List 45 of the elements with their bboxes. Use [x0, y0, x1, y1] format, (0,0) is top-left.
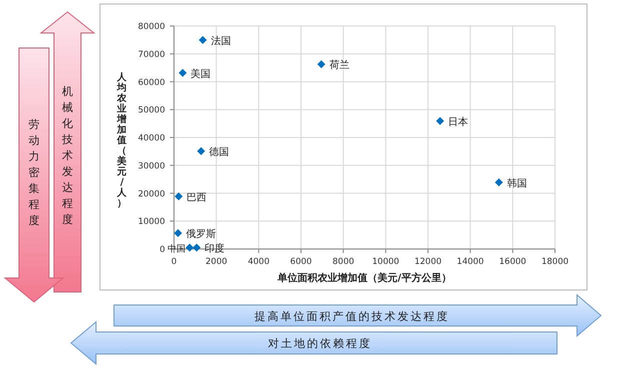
series-label: 巴西 — [186, 192, 207, 204]
series-label: 韩国 — [506, 177, 527, 190]
y-tick-label: 80000 — [138, 22, 165, 32]
y-tick-label: 10000 — [138, 217, 165, 228]
x-axis-title: 单位面积农业增加值（美元/平方公里） — [276, 272, 452, 284]
x-tick-label: 2000 — [206, 257, 228, 267]
x-tick-label: 8000 — [332, 257, 354, 267]
x-tick-label: 10000 — [372, 257, 400, 267]
series-label: 荷兰 — [329, 59, 350, 72]
series-label: 法国 — [210, 34, 231, 47]
text: 对土地的依赖程度 — [268, 337, 372, 350]
x-tick-label: 0 — [171, 257, 177, 267]
point — [197, 147, 206, 156]
y-tick-label: 50000 — [138, 106, 165, 116]
point — [198, 36, 207, 44]
x-tick-label: 14000 — [456, 257, 484, 267]
point — [174, 192, 183, 200]
series-label: 德国 — [209, 147, 230, 158]
y-tick-label: 60000 — [138, 78, 165, 88]
y-tick-label: 20000 — [138, 189, 165, 200]
text: 提高单位面积产值的技术发达程度 — [254, 310, 450, 323]
x-tick-label: 6000 — [290, 257, 312, 267]
text: 人均农业增加值（美元/人） — [117, 72, 127, 209]
point — [178, 68, 187, 77]
x-tick-label: 18000 — [541, 257, 569, 267]
series-label: 印度 — [204, 242, 225, 255]
y-tick-label: 0 — [160, 245, 165, 255]
point — [186, 244, 194, 252]
text: 劳动力密集程度 — [28, 118, 40, 227]
text: 机械化技术发达程度 — [62, 85, 73, 226]
point — [317, 60, 326, 68]
point — [174, 229, 182, 238]
y-tick-label: 40000 — [138, 134, 165, 144]
point — [494, 178, 503, 186]
series-label: 中国 — [168, 244, 186, 255]
x-tick-label: 4000 — [248, 257, 270, 267]
x-tick-label: 12000 — [414, 257, 442, 267]
y-tick-label: 30000 — [138, 161, 165, 172]
point — [436, 117, 444, 126]
series-label: 美国 — [190, 68, 211, 80]
series-label: 俄罗斯 — [186, 228, 216, 240]
series-label: 日本 — [448, 116, 468, 128]
point — [192, 244, 201, 252]
y-tick-label: 70000 — [138, 50, 165, 60]
x-tick-label: 16000 — [499, 257, 526, 267]
